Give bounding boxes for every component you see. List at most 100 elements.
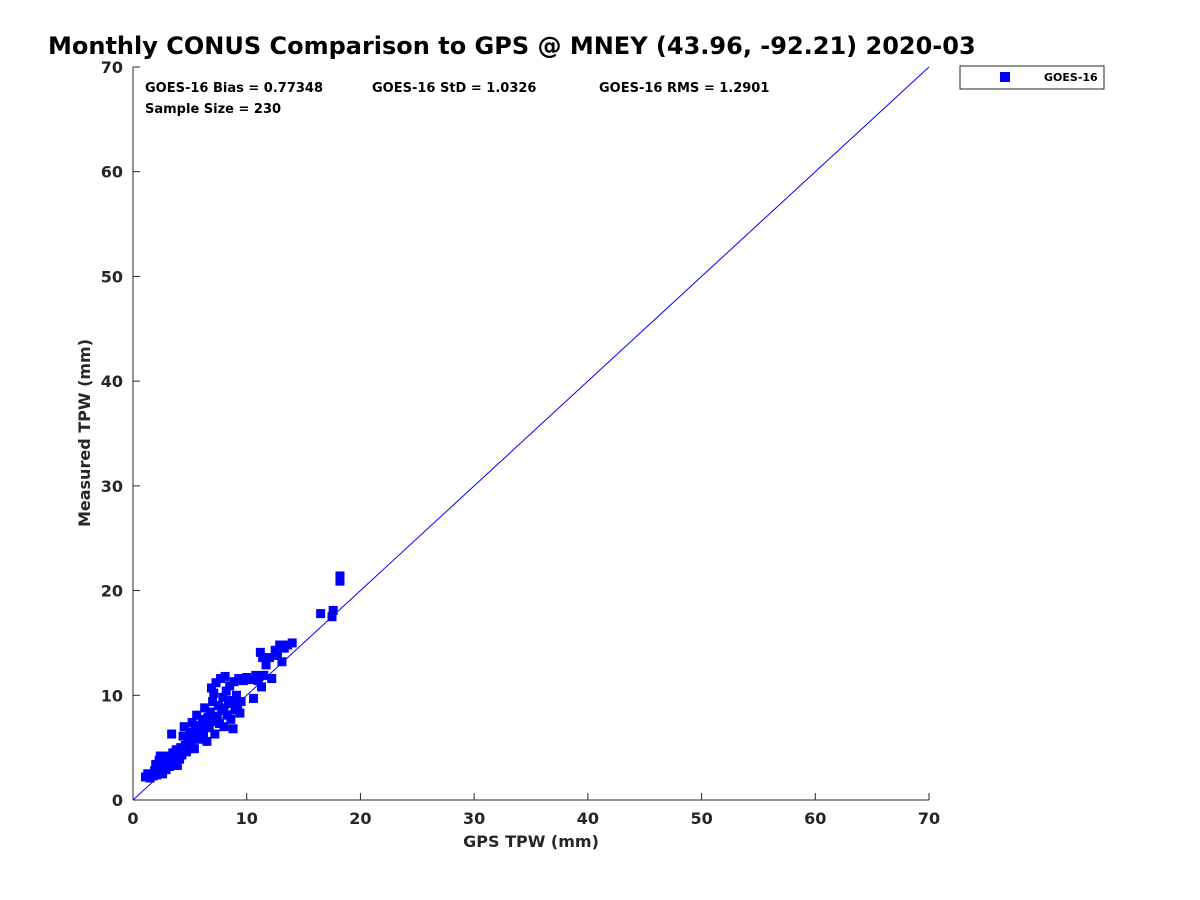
data-point xyxy=(172,760,182,770)
data-point xyxy=(188,733,198,743)
data-point xyxy=(220,671,230,681)
data-point xyxy=(155,751,165,761)
x-axis-ticks: 0 10 20 30 40 50 60 70 xyxy=(127,793,940,828)
y-tick-label: 60 xyxy=(101,163,123,182)
y-tick-label: 40 xyxy=(101,372,123,391)
data-point xyxy=(219,722,229,732)
data-point xyxy=(234,674,244,684)
data-point xyxy=(208,716,218,726)
data-point xyxy=(191,724,201,734)
y-tick-label: 50 xyxy=(101,267,123,286)
x-axis-label: GPS TPW (mm) xyxy=(463,832,599,851)
data-point xyxy=(230,705,240,715)
data-point xyxy=(261,660,271,670)
data-point xyxy=(219,703,229,713)
data-point xyxy=(192,710,202,720)
data-point xyxy=(194,734,204,744)
data-point xyxy=(225,681,235,691)
data-point xyxy=(208,697,218,707)
data-point xyxy=(209,688,219,698)
legend-label-goes16: GOES-16 xyxy=(1044,71,1098,84)
std-stat: GOES-16 StD = 1.0326 xyxy=(372,81,536,96)
data-point xyxy=(256,682,266,692)
y-tick-label: 0 xyxy=(112,791,123,810)
data-point xyxy=(231,690,241,700)
data-point xyxy=(253,676,263,686)
plot-area: 0 10 20 30 40 50 60 70 0 10 20 30 40 50 60 70 xyxy=(101,58,940,828)
data-point xyxy=(183,734,193,744)
data-point xyxy=(328,605,338,615)
x-tick-label: 20 xyxy=(349,809,371,828)
legend-box xyxy=(959,65,1105,90)
data-point xyxy=(177,750,187,760)
data-point xyxy=(178,731,188,741)
data-point xyxy=(275,640,285,650)
data-point xyxy=(176,743,186,753)
data-point xyxy=(245,675,255,685)
data-point xyxy=(270,645,280,655)
y-axis-ticks: 0 10 20 30 40 50 60 70 xyxy=(101,58,140,810)
data-point xyxy=(189,744,199,754)
data-point xyxy=(267,674,277,684)
data-point xyxy=(228,724,238,734)
data-point xyxy=(206,683,216,693)
data-point xyxy=(255,647,265,657)
y-tick-label: 70 xyxy=(101,58,123,77)
legend-marker-goes16 xyxy=(1000,72,1010,82)
data-point xyxy=(249,693,259,703)
y-tick-label: 20 xyxy=(101,582,123,601)
data-point xyxy=(195,721,205,731)
data-point xyxy=(167,729,177,739)
rms-stat: GOES-16 RMS = 1.2901 xyxy=(599,81,769,96)
x-tick-label: 40 xyxy=(577,809,599,828)
data-point xyxy=(316,609,326,619)
data-point xyxy=(287,638,297,648)
data-point xyxy=(213,701,223,711)
x-tick-label: 30 xyxy=(463,809,485,828)
data-point xyxy=(185,727,195,737)
data-point xyxy=(251,670,261,680)
data-point xyxy=(218,692,228,702)
data-point xyxy=(211,678,221,688)
x-tick-label: 10 xyxy=(236,809,258,828)
data-point xyxy=(235,708,245,718)
bias-stat: GOES-16 Bias = 0.77348 xyxy=(145,81,323,96)
x-tick-label: 0 xyxy=(127,809,138,828)
data-point xyxy=(210,729,220,739)
one-to-one-line xyxy=(132,66,930,801)
data-point xyxy=(327,612,337,622)
sample-size-stat: Sample Size = 230 xyxy=(145,102,281,117)
y-tick-label: 30 xyxy=(101,477,123,496)
data-point xyxy=(277,657,287,667)
data-points xyxy=(141,571,345,783)
data-point xyxy=(272,650,282,660)
x-tick-label: 70 xyxy=(918,809,940,828)
chart-title: Monthly CONUS Comparison to GPS @ MNEY (… xyxy=(48,32,976,60)
data-point xyxy=(227,696,237,706)
data-point xyxy=(197,714,207,724)
data-point xyxy=(199,731,209,741)
data-point xyxy=(187,718,197,728)
data-point xyxy=(212,711,222,721)
data-point xyxy=(236,697,246,707)
data-point xyxy=(202,736,212,746)
data-point xyxy=(205,707,215,717)
data-point xyxy=(204,723,214,733)
data-point xyxy=(216,674,226,684)
data-point xyxy=(283,640,293,650)
x-tick-label: 50 xyxy=(690,809,712,828)
data-point xyxy=(229,677,239,687)
data-point xyxy=(200,703,210,713)
data-point xyxy=(264,653,274,663)
y-tick-label: 10 xyxy=(101,686,123,705)
legend: GOES-16 xyxy=(959,65,1105,90)
data-point xyxy=(179,722,189,732)
data-point xyxy=(196,726,206,736)
x-tick-label: 60 xyxy=(804,809,826,828)
y-axis-label: Measured TPW (mm) xyxy=(75,339,94,527)
data-point xyxy=(203,712,213,722)
stats-annotations: GOES-16 Bias = 0.77348 GOES-16 StD = 1.0… xyxy=(145,81,769,117)
data-point xyxy=(214,719,224,729)
data-point xyxy=(226,714,236,724)
